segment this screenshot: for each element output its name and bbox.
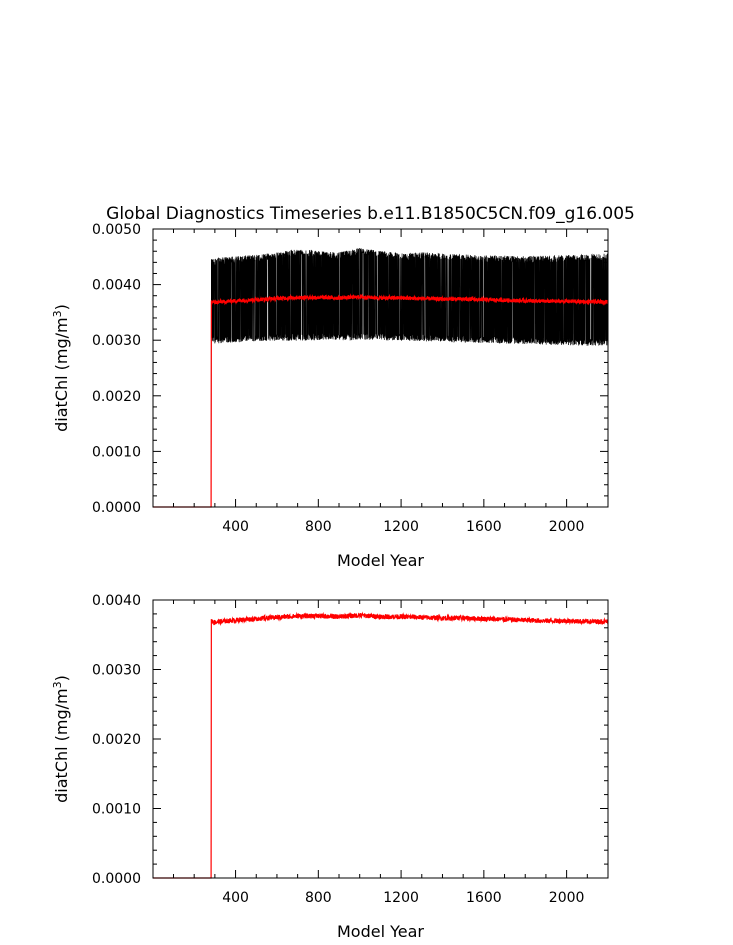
chart-panel-2: 400 800 1200 1600 20000.00000.00100.00200.00… (51, 593, 609, 941)
x-tick-label: 1200 (383, 890, 419, 906)
x-tick-label: 1200 (383, 519, 419, 535)
x-tick-label: 400 (222, 519, 249, 535)
x-tick-label: 400 (222, 890, 249, 906)
series-annual-mean-line (153, 611, 609, 879)
y-tick-label: 0.0030 (92, 663, 141, 679)
series-annual-mean-line (153, 293, 609, 508)
y-tick-label: 0.0050 (92, 222, 141, 238)
y-tick-label: 0.0000 (92, 500, 141, 516)
y-axis: 0.0000 0.0010 0.0020 0.0030 0.0040 0.0050 (92, 222, 608, 516)
series-monthly-line (153, 247, 609, 508)
x-tick-label: 2000 (549, 890, 585, 906)
y-tick-label: 0.0030 (92, 333, 141, 349)
y-axis-label-superscript: 3 (51, 681, 64, 688)
x-tick-label: 800 (305, 890, 332, 906)
x-tick-label: 800 (305, 519, 332, 535)
x-axis-label: Model Year (337, 551, 424, 570)
y-axis-label-text: diatChl (mg/m (52, 688, 71, 802)
y-tick-label: 0.0010 (92, 444, 141, 460)
y-axis-label-superscript: 3 (51, 310, 64, 317)
y-axis-label-close: ) (52, 675, 71, 681)
chart-panel-1: 400 800 1200 1600 20000.00000.00100.00200.00… (51, 204, 635, 570)
y-tick-label: 0.0040 (92, 278, 141, 294)
x-axis-label: Model Year (337, 922, 424, 941)
x-tick-label: 2000 (549, 519, 585, 535)
plot-area (153, 611, 609, 879)
y-tick-label: 0.0020 (92, 389, 141, 405)
y-tick-label: 0.0020 (92, 732, 141, 748)
plot-frame (152, 599, 609, 879)
chart-title: Global Diagnostics Timeseries b.e11.B185… (106, 204, 635, 224)
plot-area (153, 247, 609, 508)
y-tick-label: 0.0040 (92, 593, 141, 609)
y-tick-label: 0.0010 (92, 802, 141, 818)
y-axis-label: diatChl (mg/m3) (51, 675, 71, 803)
x-axis: 400 800 1200 1600 2000 (172, 600, 609, 906)
y-axis-label-text: diatChl (mg/m (52, 317, 71, 431)
y-axis-label-close: ) (52, 304, 71, 310)
x-axis: 400 800 1200 1600 2000 (172, 229, 609, 535)
x-tick-label: 1600 (466, 890, 502, 906)
y-axis: 0.0000 0.0010 0.0020 0.0030 0.0040 (92, 593, 608, 887)
x-tick-label: 1600 (466, 519, 502, 535)
y-axis-label: diatChl (mg/m3) (51, 304, 71, 432)
y-tick-label: 0.0000 (92, 871, 141, 887)
